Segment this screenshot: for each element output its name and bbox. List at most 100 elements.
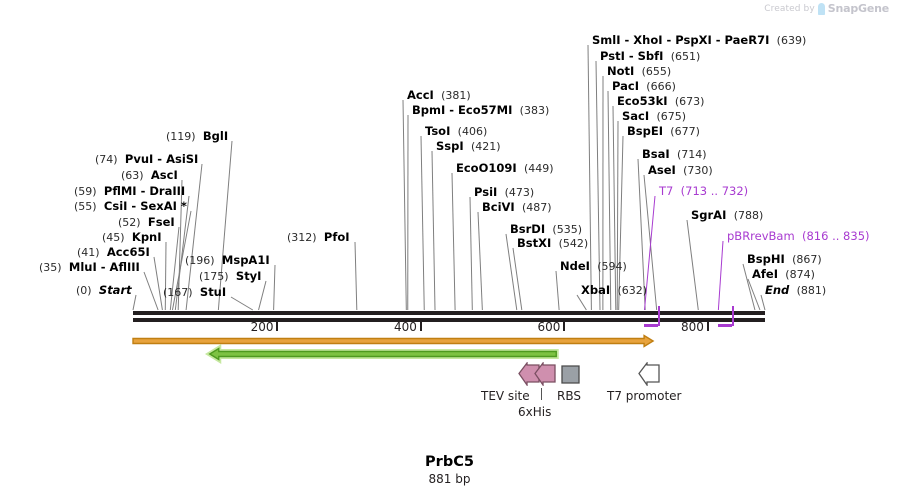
leader-line [431,150,436,311]
enzyme-position: (0) [76,284,92,297]
enzyme-position: (487) [522,201,552,214]
enzyme-name: DraIII [149,184,186,198]
enzyme-position: (196) [185,254,215,267]
enzyme-position: (655) [641,65,672,78]
leader-line [555,270,560,311]
enzyme-label-acc65i: (41) Acc65I [77,246,150,259]
enzyme-label-end: End (881) [765,283,827,297]
enzyme-position: (59) [74,185,97,198]
enzyme-label-smli: SmlI - XhoI - PspXI - PaeR7I (639) [592,33,807,47]
name-separator: - [445,103,459,117]
feature-mark-tick-t7 [658,306,661,326]
sequence-backbone-bottom [133,318,765,322]
enzyme-name: PflMI [103,184,137,198]
snapgene-leaf-icon [817,2,825,15]
enzyme-position: (63) [121,169,144,182]
enzyme-name: BciVI [482,200,515,214]
ruler-tick [276,322,279,331]
leader-line [747,278,761,311]
enzyme-name: PacI [612,79,639,93]
snapgene-watermark: Created by SnapGene [764,2,889,15]
enzyme-name: AflIII [109,260,140,274]
enzyme-label-stui: (167) StuI [163,285,227,299]
enzyme-name: StuI [199,285,227,299]
legend-label-tev-site: TEV site [481,389,530,403]
feature-mark-t7 [644,324,659,327]
enzyme-name: CsiI [103,199,128,213]
leader-line [354,241,358,311]
leader-line [612,105,617,311]
enzyme-position: (632) [617,284,648,297]
name-separator: - [662,33,676,47]
enzyme-position: (41) [77,246,100,259]
enzyme-label-acci: AccI (381) [407,89,471,102]
leader-line [273,264,276,311]
enzyme-label-asci: (63) AscI [121,169,178,182]
ruler-tick-label: 800 [680,320,704,334]
leader-line [132,294,137,311]
leader-line [576,294,587,311]
leader-line [230,296,254,311]
enzyme-name: Eco57MI [458,103,513,117]
leader-line [451,172,456,311]
enzyme-name: NotI [607,64,635,78]
enzyme-name: TsoI [425,124,451,138]
enzyme-label-eco53ki: Eco53kI (673) [617,95,705,108]
enzyme-position: (74) [95,153,118,166]
leader-line [607,90,612,311]
enzyme-name: SacI [622,109,650,123]
enzyme-position: (867) [792,253,822,266]
enzyme-label-bstxi: BstXI (542) [517,236,589,250]
feature-name: T7 [659,184,674,198]
enzyme-name: BstXI [517,236,552,250]
enzyme-label-bsphi: BspHI (867) [747,253,822,266]
leader-line [420,135,425,311]
enzyme-name: SexAI * [140,199,187,213]
ruler-tick-label: 400 [394,320,417,334]
page-title: PrbC5 [425,454,474,470]
enzyme-name: BsaI [642,147,670,161]
enzyme-position: (639) [776,34,807,47]
enzyme-position: (406) [457,125,488,138]
enzyme-label-paci: PacI (666) [612,79,676,93]
enzyme-position: (730) [683,164,713,177]
enzyme-name: End [765,283,790,297]
enzyme-position: (35) [39,261,62,274]
enzyme-label-pfoi: (312) PfoI [287,230,350,244]
enzyme-label-psti: PstI - SbfI (651) [600,50,700,63]
enzyme-position: (473) [504,186,535,199]
enzyme-position: (55) [74,200,97,213]
enzyme-label-bsrdi: BsrDI (535) [510,223,582,236]
ruler-tick-label: 200 [250,320,274,334]
leader-line [512,247,523,311]
plasmid-size: 881 bp [428,472,471,486]
enzyme-name: XbaI [581,283,611,297]
enzyme-label-sgrai: SgrAI (788) [691,209,764,222]
feature-arrow[interactable] [132,334,655,348]
ruler-tick [419,322,422,331]
feature-arrows [132,334,655,364]
enzyme-name: PvuI [124,152,154,166]
leader-line [616,120,619,311]
feature-arrow[interactable] [208,347,557,361]
enzyme-position: (673) [674,95,705,108]
enzyme-label-fsei: (52) FseI [118,216,175,229]
enzyme-name: BglI [202,129,229,143]
enzyme-position: (542) [558,237,589,250]
enzyme-position: (881) [796,284,827,297]
enzyme-position: (788) [733,209,764,222]
leader-line [153,256,163,311]
6xhis-connector [541,388,542,400]
enzyme-name: PfoI [323,230,350,244]
feature-range: (816 .. 835) [802,229,870,243]
leader-line [760,294,766,311]
enzyme-position: (381) [441,89,471,102]
enzyme-position: (175) [199,270,229,283]
feature-mark-pbrrevbam [718,324,733,327]
enzyme-name: MspA1I [221,253,270,267]
legend-label-rbs: RBS [557,389,581,403]
enzyme-name: XhoI [633,33,663,47]
feature-range: (713 .. 732) [680,184,749,198]
enzyme-name: NdeI [560,259,590,273]
enzyme-position: (45) [102,231,125,244]
